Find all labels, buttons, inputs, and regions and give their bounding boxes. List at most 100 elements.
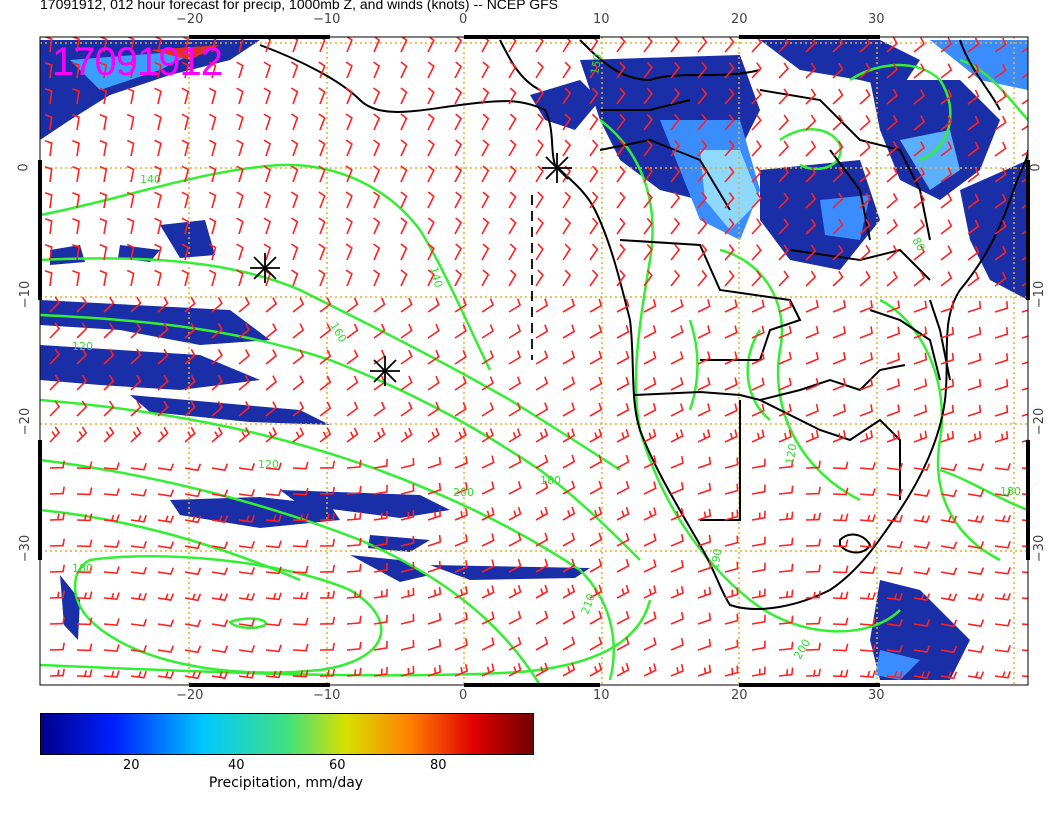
wind-barb [643,428,657,443]
wind-barb [400,457,415,469]
lat-label-left: −30 [18,534,34,563]
wind-barb [44,192,53,209]
wind-barb [589,324,603,339]
wind-barb [589,402,603,417]
wind-barb [400,561,415,573]
wind-barb [346,641,362,651]
wind-barb [265,297,278,313]
wind-barb [697,325,711,339]
wind-barb [346,459,362,469]
wind-barb [208,87,217,105]
wind-barb [913,541,931,549]
wind-barb [184,296,196,313]
wind-barb [886,115,898,131]
wind-barb [670,559,684,573]
wind-barb [292,427,305,443]
wind-barb [49,400,61,417]
wind-barb [481,269,490,287]
wind-barb [290,113,299,131]
wind-barb [913,463,931,471]
wind-barb [562,61,572,79]
wind-barb [319,616,336,625]
contour-label: 80 [909,235,927,254]
country-borders [599,89,951,554]
wind-barb [49,564,65,573]
wind-barb [778,88,790,105]
wind-barb [49,668,65,677]
wind-barb [400,165,408,183]
wind-barb [508,113,517,131]
wind-barb [157,322,169,339]
wind-barb [832,37,844,53]
wind-barb [859,644,876,653]
wind-barb [913,352,928,365]
wind-barb [616,217,626,235]
wind-barb [238,515,256,523]
lon-label-bottom: −10 [313,688,341,703]
wind-barb [208,139,217,157]
wind-barb [346,323,359,339]
wind-barb [454,586,468,599]
wind-barb [99,191,108,209]
wind-barb [994,431,1009,443]
wind-barb [886,404,901,417]
wind-barb [832,218,844,235]
wind-barb [670,351,684,365]
wind-barb [76,426,88,443]
wind-barb [427,401,440,417]
wind-barb [154,217,162,235]
wind-barb [562,139,572,157]
wind-barb [126,113,135,131]
wind-barb [886,618,903,627]
wind-barb [535,636,549,651]
wind-barb [72,37,80,53]
wind-barb [805,429,819,443]
wind-barb [967,245,980,261]
wind-barb [99,243,108,261]
wind-barb [859,244,871,261]
wind-barb [535,402,549,417]
wind-barb [157,296,169,313]
wind-barb [481,61,490,79]
wind-barb [265,401,278,417]
wind-barb [346,589,362,599]
wind-barb [211,567,229,576]
wind-barb [643,533,657,547]
wind-barb [562,480,576,495]
wind-barb [589,87,599,105]
wind-barb [724,166,735,183]
wind-barb [886,219,898,235]
wind-barb [994,63,1007,79]
wind-barb [130,348,142,365]
wind-barb [99,217,108,235]
height-contours [40,58,1028,685]
storm-marker [370,356,400,386]
wind-barb [859,37,871,53]
wind-barb [805,668,821,677]
lon-label-bottom: −20 [176,688,204,703]
wind-barb [913,89,926,105]
wind-barb [208,165,217,183]
wind-barb [508,243,517,261]
wind-barb [103,514,120,523]
wind-barb [832,166,844,183]
wind-barb [290,269,299,287]
wind-barb [913,378,928,391]
wind-barb [49,322,61,339]
contour-label: 150 [588,53,604,76]
wind-barb [319,538,336,547]
wind-barb [967,567,985,576]
wind-barb [130,566,147,575]
wind-barb [886,63,898,79]
wind-barbs [44,37,1028,680]
wind-barb [400,323,413,339]
wind-barb [318,87,326,105]
wind-barb [211,541,229,550]
wind-barb [859,114,871,131]
wind-barb [157,593,175,601]
wind-barb [859,618,876,627]
wind-barb [319,486,336,495]
wind-barb [562,191,572,209]
wind-barb [481,350,494,365]
wind-barb [318,113,326,131]
